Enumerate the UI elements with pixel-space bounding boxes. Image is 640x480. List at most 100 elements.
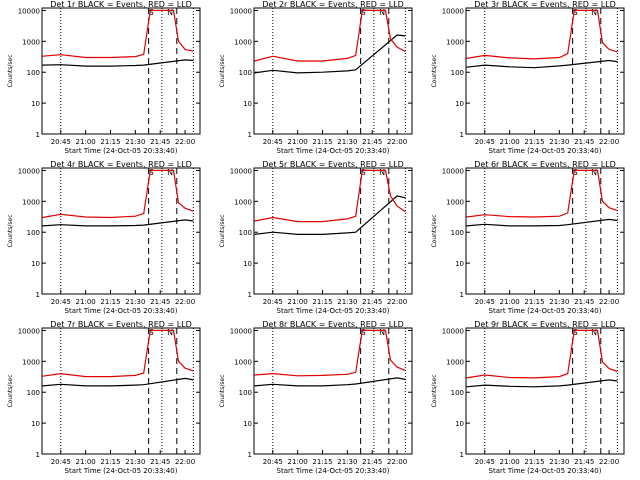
plot-frame [465,7,625,135]
y-tick-label: 10 [31,100,40,108]
x-tick-label: 21:15 [312,138,332,146]
y-tick-label: 1000 [446,38,464,46]
series-line-lld [254,169,406,223]
y-tick-label: 100 [451,69,464,77]
x-tick-label: 21:15 [100,138,120,146]
x-tick-label: 22:00 [175,138,195,146]
panel-title: Det 4r BLACK = Events, RED = LLD [50,160,192,169]
x-axis-label: Start Time (24-Oct-05 20:33:40) [277,307,390,315]
x-tick-label: 20:45 [51,458,71,466]
detector-panel-5: Det 5r BLACK = Events, RED = LLD 1 10 100 10… [219,160,413,315]
y-tick-label: 100 [27,229,40,237]
marker-label: S [149,8,154,17]
y-tick-label: 100 [239,389,252,397]
y-tick-label: 10000 [230,327,252,335]
y-tick-label: 1000 [22,198,40,206]
y-tick-label: 1 [248,451,252,459]
x-tick-label: 22:00 [599,458,619,466]
panel-title: Det 5r BLACK = Events, RED = LLD [262,160,404,169]
x-tick-label: 21:15 [524,138,544,146]
y-tick-label: 1 [460,131,464,139]
marker-label: N [167,168,173,177]
marker-label: N [591,8,597,17]
y-axis-label: Counts/sec [219,214,226,247]
panel-title: Det 9r BLACK = Events, RED = LLD [474,320,616,329]
x-tick-label: 21:00 [76,458,96,466]
x-tick-label: 22:00 [599,298,619,306]
marker-label: N [167,8,173,17]
series-line-events [466,59,618,69]
series-line-events [466,379,618,388]
series-line-events [42,219,194,227]
marker-label: S [573,328,578,337]
x-axis-label: Start Time (24-Oct-05 20:33:40) [65,467,178,475]
y-tick-label: 10 [31,260,40,268]
x-tick-label: 21:45 [574,458,594,466]
x-tick-label: 21:00 [500,458,520,466]
y-tick-label: 10 [455,260,464,268]
series-line-events [254,195,406,235]
y-tick-label: 1 [460,451,464,459]
marker-label: S [361,8,366,17]
x-tick-label: 20:45 [263,138,283,146]
x-axis-label: Start Time (24-Oct-05 20:33:40) [277,147,390,155]
y-tick-label: 10000 [442,7,464,15]
panel-title: Det 2r BLACK = Events, RED = LLD [262,0,404,9]
x-tick-label: 21:30 [549,298,569,306]
x-tick-label: 21:00 [288,138,308,146]
y-tick-label: 1000 [22,38,40,46]
series-line-lld [466,9,618,60]
y-axis-label: Counts/sec [219,54,226,87]
y-tick-label: 1 [248,131,252,139]
y-axis-label: Counts/sec [431,374,438,407]
y-tick-label: 100 [451,389,464,397]
x-tick-label: 20:45 [475,298,495,306]
y-tick-label: 100 [27,389,40,397]
marker-label: N [591,168,597,177]
x-tick-label: 22:00 [175,458,195,466]
plot-frame [253,327,413,455]
x-tick-label: 22:00 [175,298,195,306]
marker-label: N [591,328,597,337]
x-tick-label: 21:30 [337,458,357,466]
y-tick-label: 1 [36,451,40,459]
x-tick-label: 21:30 [337,298,357,306]
x-tick-label: 21:45 [150,298,170,306]
y-tick-label: 10 [243,100,252,108]
x-tick-label: 21:00 [288,458,308,466]
y-tick-label: 1000 [234,198,252,206]
plot-frame [41,7,201,135]
x-axis-label: Start Time (24-Oct-05 20:33:40) [277,467,390,475]
x-tick-label: 20:45 [475,138,495,146]
x-tick-label: 21:15 [524,298,544,306]
panel-title: Det 8r BLACK = Events, RED = LLD [262,320,404,329]
x-tick-label: 20:45 [263,458,283,466]
y-tick-label: 10 [243,260,252,268]
y-tick-label: 10000 [230,167,252,175]
detector-panel-6: Det 6r BLACK = Events, RED = LLD 1 10 100 10… [431,160,625,315]
x-tick-label: 21:30 [125,298,145,306]
x-tick-label: 20:45 [263,298,283,306]
x-tick-label: 21:30 [549,138,569,146]
detector-panel-2: Det 2r BLACK = Events, RED = LLD 1 10 100 10… [219,0,413,155]
series-line-lld [42,169,194,219]
y-tick-label: 10000 [18,7,40,15]
y-tick-label: 100 [451,229,464,237]
x-tick-label: 21:45 [362,458,382,466]
series-line-events [42,59,194,67]
x-tick-label: 21:00 [500,298,520,306]
y-axis-label: Counts/sec [219,374,226,407]
x-tick-label: 21:00 [500,138,520,146]
y-tick-label: 100 [27,69,40,77]
x-tick-label: 21:45 [150,138,170,146]
x-tick-label: 20:45 [51,298,71,306]
y-tick-label: 1000 [446,358,464,366]
series-line-lld [42,329,194,378]
x-axis-label: Start Time (24-Oct-05 20:33:40) [489,467,602,475]
x-tick-label: 21:15 [312,458,332,466]
series-line-lld [466,169,618,218]
detector-panel-8: Det 8r BLACK = Events, RED = LLD 1 10 100 10… [219,320,413,475]
y-tick-label: 1000 [446,198,464,206]
x-tick-label: 21:45 [150,458,170,466]
series-line-events [254,34,406,74]
